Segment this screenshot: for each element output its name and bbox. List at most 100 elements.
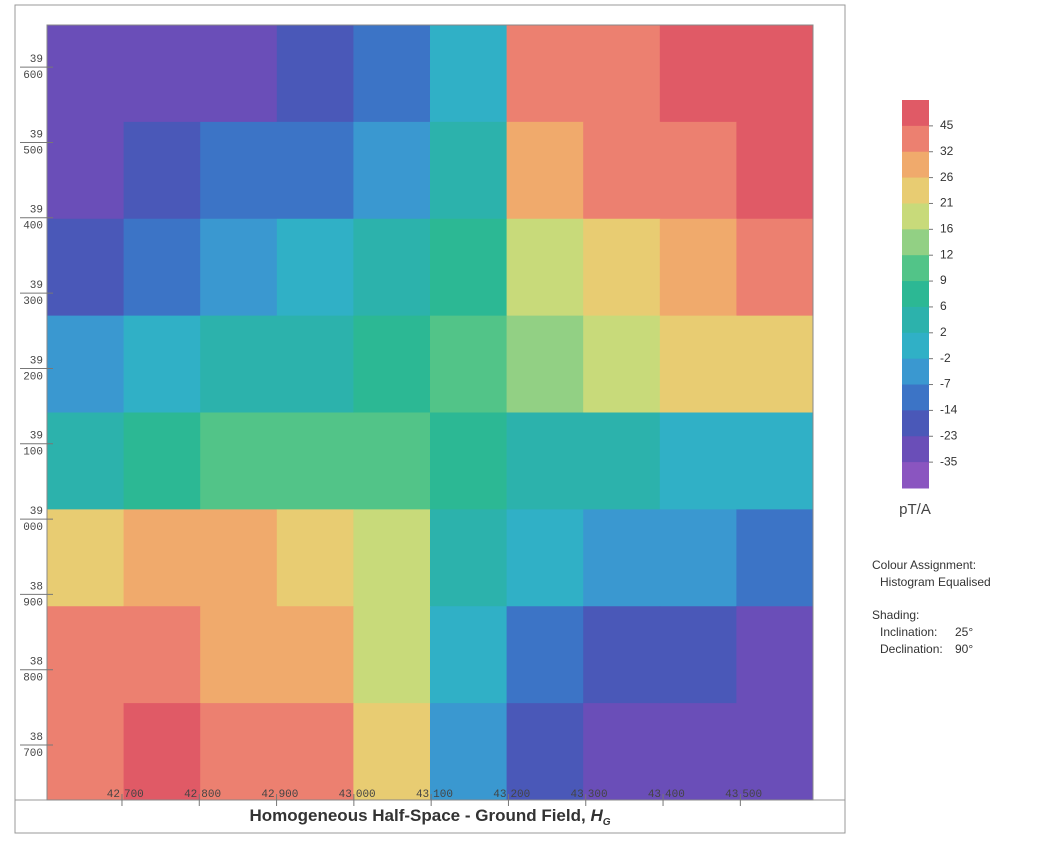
note: Shading:	[872, 608, 919, 622]
note: 25°	[955, 625, 973, 639]
grid-cell	[659, 25, 737, 123]
grid-cell	[47, 315, 125, 413]
grid-cell	[736, 218, 814, 317]
grid-cell	[47, 509, 125, 607]
x-tick-label: 42	[107, 789, 120, 801]
colorbar-swatch	[902, 125, 929, 153]
grid-cell	[583, 606, 661, 704]
grid-cell	[123, 25, 201, 123]
grid-cell	[430, 412, 508, 510]
grid-cell	[123, 703, 201, 801]
grid-cell	[200, 25, 278, 123]
x-tick-label: 42	[261, 789, 274, 801]
colorbar: 45 32 26 21 16 12 9 6 2 -2 -7 -14 -23 -35	[902, 100, 958, 489]
grid-cell	[123, 606, 201, 704]
colorbar-swatch	[902, 151, 929, 179]
y-tick-label: 38	[30, 657, 43, 669]
grid-cell	[736, 315, 814, 413]
grid-cell	[123, 412, 201, 510]
y-tick-label: 39	[30, 355, 43, 367]
note: Histogram Equalised	[880, 575, 991, 589]
x-tick-label: 43	[571, 789, 584, 801]
colorbar-swatch	[902, 358, 929, 386]
colorbar-label: -35	[940, 454, 958, 468]
grid-cell	[583, 315, 661, 413]
title-symbol: H	[590, 806, 603, 825]
grid-cell	[276, 703, 354, 801]
x-tick-label: 400	[665, 789, 685, 801]
grid-cell	[430, 25, 508, 123]
colorbar-label: 12	[940, 247, 954, 261]
grid-cell	[276, 606, 354, 704]
colorbar-label: 16	[940, 222, 954, 236]
title: Homogeneous Half-Space - Ground Field, H…	[249, 806, 610, 827]
colorbar-swatch	[902, 100, 929, 127]
y-tick-label: 600	[23, 70, 43, 82]
grid-cell	[736, 412, 814, 510]
note: Inclination:	[880, 625, 937, 639]
grid-cell	[736, 25, 814, 123]
grid-cell	[353, 606, 431, 704]
note: 90°	[955, 642, 973, 656]
grid-cell	[583, 412, 661, 510]
title-subscript: G	[603, 817, 611, 828]
note: Declination:	[880, 642, 943, 656]
colorbar-swatch	[902, 332, 929, 360]
grid-cell	[353, 412, 431, 510]
y-tick-label: 39	[30, 54, 43, 66]
grid-cell	[430, 315, 508, 413]
grid-cell	[659, 703, 737, 801]
grid-cell	[430, 606, 508, 704]
grid-cell	[583, 703, 661, 801]
y-tick-label: 300	[23, 296, 43, 308]
colorbar-label: 26	[940, 170, 954, 184]
grid-cell	[506, 121, 584, 220]
grid-cell	[200, 121, 278, 220]
x-tick-label: 300	[588, 789, 608, 801]
x-tick-label: 800	[201, 789, 221, 801]
x-tick-label: 000	[356, 789, 376, 801]
colorbar-label: -7	[940, 377, 951, 391]
y-tick-label: 39	[30, 129, 43, 141]
x-tick-label: 43	[648, 789, 661, 801]
grid-cell	[276, 218, 354, 317]
colorbar-swatch	[902, 436, 929, 463]
x-tick-label: 500	[742, 789, 762, 801]
y-tick-label: 39	[30, 506, 43, 518]
grid-cell	[353, 315, 431, 413]
x-tick-label: 100	[433, 789, 453, 801]
x-tick-label: 700	[124, 789, 144, 801]
y-tick-label: 200	[23, 371, 43, 383]
colorbar-label: 9	[940, 273, 947, 287]
colorbar-unit: pT/A	[899, 501, 931, 518]
grid-cell	[200, 412, 278, 510]
grid-cell	[583, 509, 661, 607]
y-tick-label: 38	[30, 581, 43, 593]
colorbar-label: 21	[940, 196, 954, 210]
y-tick-label: 400	[23, 221, 43, 233]
grid-cell	[47, 606, 125, 704]
colorbar-label: 32	[940, 144, 954, 158]
grid-cell	[200, 315, 278, 413]
x-tick-label: 43	[416, 789, 429, 801]
x-tick-label: 900	[279, 789, 299, 801]
y-tick-label: 500	[23, 145, 43, 157]
grid-cell	[200, 218, 278, 317]
colorbar-swatch	[902, 229, 929, 256]
y-tick-label: 39	[30, 205, 43, 217]
y-tick-label: 39	[30, 280, 43, 292]
grid-cell	[47, 703, 125, 801]
colorbar-label: 2	[940, 325, 947, 339]
x-tick-label: 200	[510, 789, 530, 801]
y-tick-label: 000	[23, 522, 43, 534]
colorbar-swatch	[902, 410, 929, 437]
note: Colour Assignment:	[872, 558, 976, 572]
grid-cell	[659, 509, 737, 607]
grid-cell	[659, 218, 737, 317]
grid-cell	[123, 509, 201, 607]
grid-cell	[506, 412, 584, 510]
grid-cell	[583, 25, 661, 123]
colorbar-label: -23	[940, 428, 958, 442]
grid-cell	[583, 121, 661, 220]
grid-cell	[276, 412, 354, 510]
